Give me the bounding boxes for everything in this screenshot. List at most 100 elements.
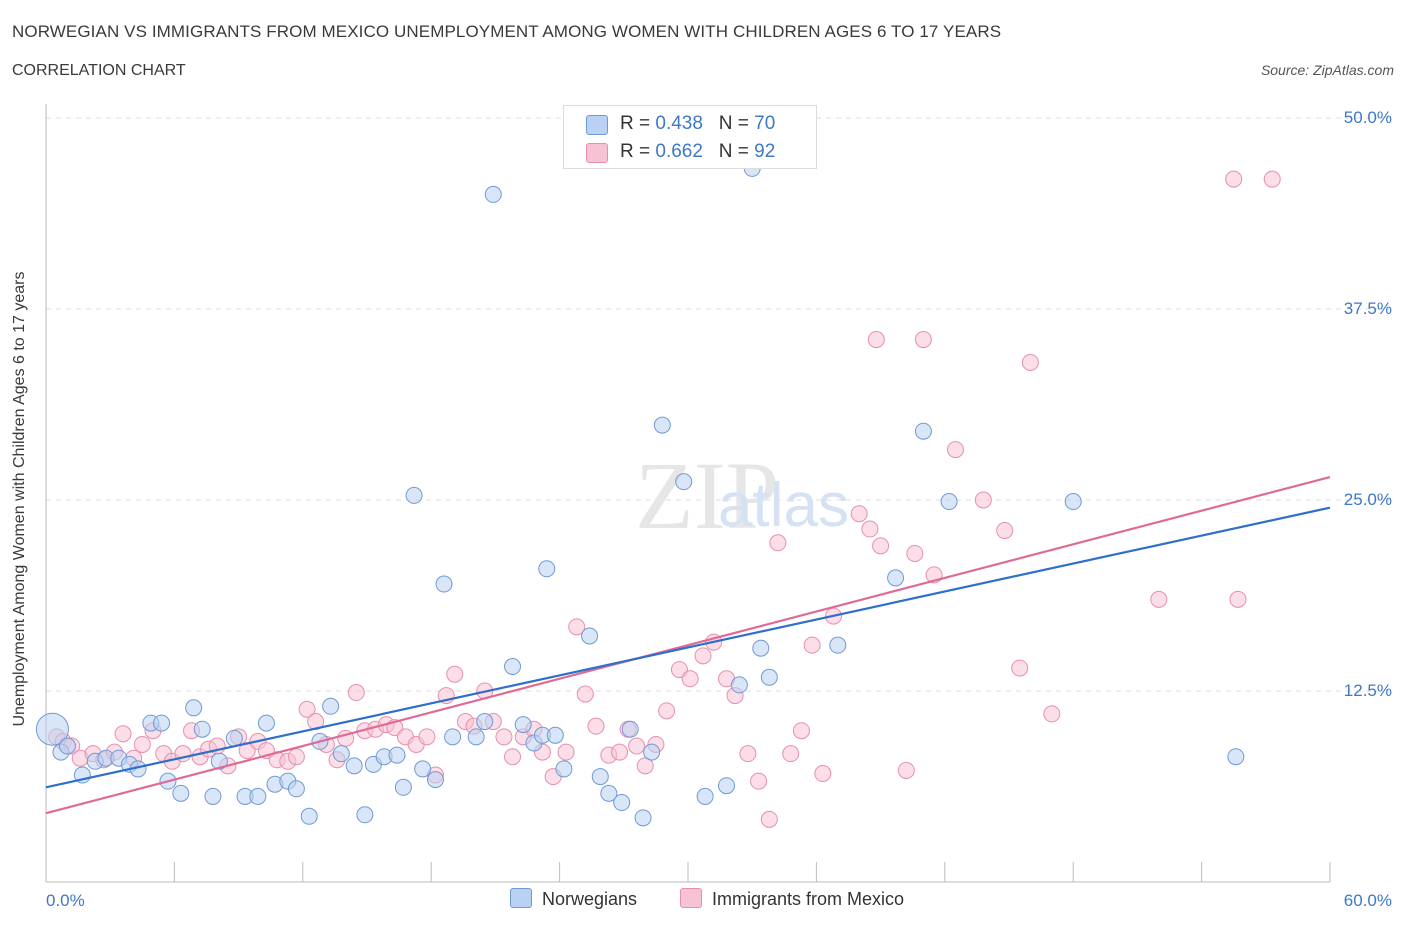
mexico-point (504, 748, 522, 766)
mexico-point (557, 743, 575, 761)
nor-point (643, 743, 661, 761)
nor-point (210, 752, 228, 770)
mexico-point (974, 491, 992, 509)
nor-point (504, 658, 522, 676)
mexico-point (947, 441, 964, 459)
mexico-point (1229, 590, 1247, 608)
mexico-point (298, 700, 316, 718)
x-tick-label-max: 60.0% (1343, 891, 1392, 910)
nor-point (467, 728, 485, 746)
nor-point (204, 787, 222, 805)
trend-line-norwegians (45, 506, 1331, 789)
mexico-point (681, 670, 699, 688)
mexico-point (658, 702, 676, 720)
legend-swatch-norwegians (586, 115, 608, 135)
nor-point (600, 784, 618, 802)
legend-n-label: N = (718, 113, 749, 134)
x-tick-label-min: 0.0% (46, 891, 85, 910)
nor-point (193, 720, 211, 738)
mexico-point (1225, 170, 1243, 188)
nor-point (426, 771, 444, 789)
mexico-point (446, 665, 464, 683)
mexico-point (628, 737, 646, 755)
nor-point (1064, 493, 1082, 511)
nor-point (914, 422, 932, 440)
mexico-point (792, 722, 810, 740)
mexico-point (906, 544, 924, 562)
y-tick-label-3: 50.0% (1343, 108, 1392, 127)
mexico-point (636, 757, 654, 775)
nor-point (249, 787, 267, 805)
stats-legend: R = 0.438 N = 70 R = 0.662 N = 92 (563, 105, 817, 169)
nor-point (730, 676, 748, 694)
watermark: ZIP atlas (635, 442, 849, 549)
mexico-point (347, 684, 365, 702)
mexico-point (760, 810, 778, 828)
grid-lines (46, 117, 1392, 692)
nor-point (940, 493, 958, 511)
nor-point (476, 713, 494, 731)
mexico-point (611, 743, 629, 761)
nor-point (696, 787, 714, 805)
nor-point (591, 768, 609, 786)
series-swatch-norwegians (510, 888, 532, 908)
nor-point (760, 668, 778, 686)
legend-r-value-mexico: 0.662 (655, 141, 703, 162)
mexico-point (850, 505, 868, 523)
nor-point (35, 712, 69, 746)
nor-point (172, 784, 190, 802)
watermark-atlas: atlas (718, 471, 849, 540)
nor-point (653, 416, 671, 434)
nor-point (356, 806, 374, 824)
trend-line-mexico (45, 476, 1331, 815)
y-tick-label-1: 25.0% (1343, 490, 1392, 509)
mexico-point (897, 761, 915, 779)
mexico-point (996, 522, 1014, 540)
nor-point (484, 185, 502, 203)
mexico-point (814, 765, 832, 783)
series-swatch-mexico (680, 888, 702, 908)
nor-point (287, 780, 305, 798)
legend-r-label: R = (620, 141, 651, 162)
nor-point (752, 639, 770, 657)
mexico-point (782, 745, 800, 763)
legend-r-label: R = (620, 113, 651, 134)
nor-point (300, 807, 318, 825)
legend-n-label: N = (718, 141, 749, 162)
legend-n-value-norwegians: 70 (754, 113, 776, 134)
mexico-point (1011, 659, 1029, 677)
nor-point (444, 728, 462, 746)
y-tick-label-2: 37.5% (1343, 299, 1392, 318)
nor-point (675, 473, 693, 491)
chart-subtitle: CORRELATION CHART (12, 62, 186, 79)
legend-r-value-norwegians: 0.438 (655, 113, 703, 134)
series-label-norwegians: Norwegians (542, 889, 638, 909)
nor-point (613, 794, 631, 812)
series-label-mexico: Immigrants from Mexico (712, 889, 905, 909)
mexico-point (568, 618, 586, 636)
mexico-point (1021, 353, 1039, 371)
mexico-point (287, 748, 305, 766)
nor-point (332, 745, 350, 763)
mexico-point (418, 728, 436, 746)
mexico-point (1263, 170, 1281, 188)
nor-point (58, 737, 76, 755)
nor-point (829, 636, 847, 654)
mexico-point (914, 331, 932, 349)
nor-point (887, 569, 905, 587)
nor-point (538, 560, 556, 578)
nor-point (153, 714, 171, 732)
nor-point (345, 757, 363, 775)
nor-point (514, 716, 532, 734)
mexico-point (872, 537, 890, 555)
mexico-point (114, 725, 132, 743)
source-credit: Source: ZipAtlas.com (1260, 62, 1394, 78)
nor-point (435, 575, 453, 593)
watermark-zip: ZIP (635, 442, 779, 549)
mexico-point (694, 647, 712, 665)
mexico-point (867, 331, 885, 349)
mexico-point (587, 717, 605, 735)
nor-point (405, 486, 423, 504)
legend-swatch-mexico (586, 143, 608, 163)
